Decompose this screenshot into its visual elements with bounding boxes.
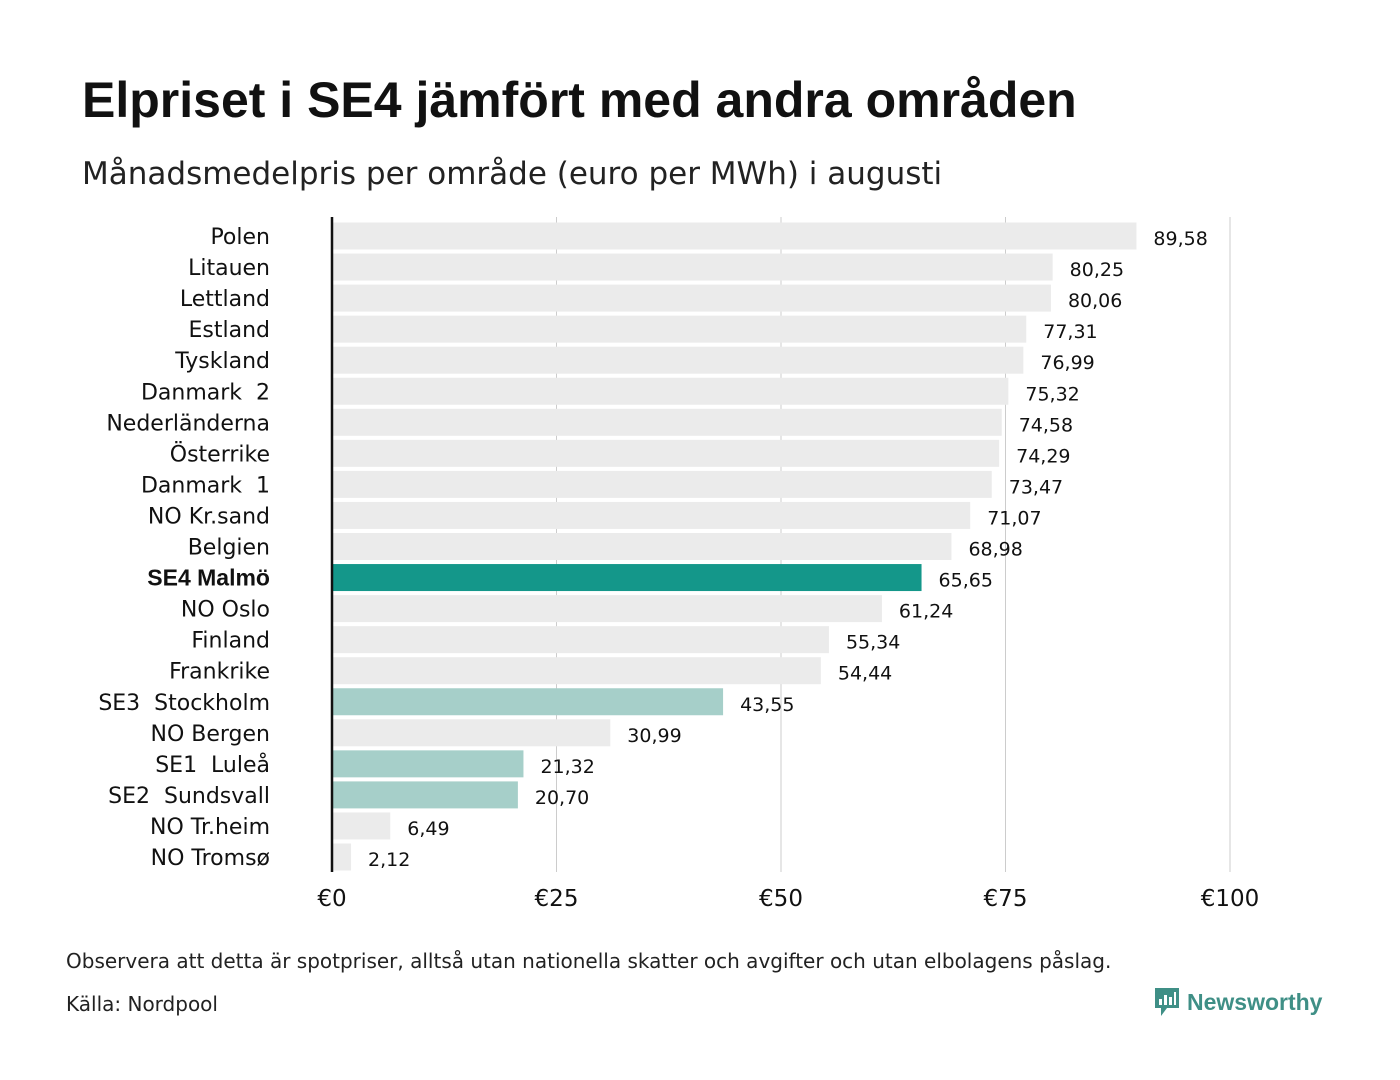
category-label: Polen [210, 225, 270, 250]
brand-logo: Newsworthy [1153, 986, 1322, 1018]
x-tick-label: €0 [317, 886, 346, 912]
category-label: Estland [189, 318, 271, 343]
bar [332, 222, 1137, 250]
footnote: Observera att detta är spotpriser, allts… [66, 949, 1112, 973]
value-label: 75,32 [1025, 383, 1079, 405]
category-label: Lettland [180, 287, 270, 312]
category-label: SE3 Stockholm [98, 691, 270, 716]
bar [332, 812, 391, 840]
category-label: Tyskland [174, 349, 270, 374]
category-label: NO Tr.heim [150, 815, 270, 840]
chart-title: Elpriset i SE4 jämfört med andra områden [82, 72, 1077, 128]
value-label: 80,25 [1070, 259, 1124, 281]
bar [332, 501, 971, 529]
category-label: Danmark 2 [141, 380, 270, 405]
bar [332, 657, 821, 685]
category-label: NO Bergen [151, 722, 271, 747]
bar [332, 688, 724, 716]
value-label: 89,58 [1153, 228, 1207, 250]
value-label: 2,12 [368, 849, 410, 871]
value-label: 30,99 [627, 725, 681, 747]
bar [332, 843, 352, 871]
x-tick-label: €75 [984, 886, 1028, 912]
newsworthy-logo-icon [1155, 988, 1179, 1016]
value-label: 55,34 [846, 632, 900, 654]
x-tick-label: €50 [759, 886, 803, 912]
bar [332, 626, 829, 654]
bar [332, 346, 1024, 374]
value-label: 73,47 [1009, 476, 1063, 498]
category-label: SE2 Sundsvall [108, 784, 270, 809]
value-label: 54,44 [838, 663, 892, 685]
category-label: Danmark 1 [141, 473, 270, 498]
value-label: 21,32 [540, 756, 594, 778]
value-label: 74,29 [1016, 445, 1070, 467]
chart-subtitle: Månadsmedelpris per område (euro per MWh… [82, 156, 943, 192]
category-label: Nederländerna [106, 411, 270, 436]
category-label: Österrike [170, 441, 270, 467]
bar [332, 439, 1000, 467]
value-label: 43,55 [740, 694, 794, 716]
bar [332, 564, 922, 592]
value-label: 77,31 [1043, 321, 1097, 343]
bar [332, 377, 1009, 405]
category-label: NO Tromsø [151, 846, 270, 871]
category-label: Litauen [188, 256, 270, 281]
category-label: Finland [191, 629, 270, 654]
bar [332, 533, 952, 560]
source-note: Källa: Nordpool [66, 992, 218, 1016]
category-label: SE4 Malmö [147, 565, 270, 591]
value-label: 6,49 [407, 818, 449, 840]
bar [332, 781, 518, 809]
value-label: 80,06 [1068, 290, 1122, 312]
category-label: Frankrike [169, 660, 270, 685]
brand-name: Newsworthy [1187, 988, 1323, 1015]
x-tick-label: €25 [535, 886, 579, 912]
bar [332, 470, 992, 498]
bar [332, 284, 1051, 312]
bar [332, 253, 1053, 281]
bar [332, 719, 611, 747]
category-label: NO Kr.sand [148, 504, 270, 529]
bar [332, 595, 882, 623]
category-label: Belgien [188, 536, 270, 561]
bar [332, 750, 524, 778]
category-label: SE1 Luleå [155, 752, 270, 778]
bar [332, 408, 1002, 436]
value-label: 61,24 [899, 601, 953, 623]
value-label: 74,58 [1019, 414, 1073, 436]
x-tick-label: €100 [1201, 886, 1260, 912]
value-label: 71,07 [987, 507, 1041, 529]
category-label: NO Oslo [181, 598, 270, 623]
bar [332, 315, 1027, 343]
value-label: 76,99 [1040, 352, 1094, 374]
value-label: 68,98 [968, 539, 1022, 561]
bar-chart: €0 €25 €50 €75 €100 Polen 89,58 Litauen 80,25 Let… [98, 217, 1260, 912]
value-label: 65,65 [939, 570, 993, 592]
value-label: 20,70 [535, 787, 589, 809]
